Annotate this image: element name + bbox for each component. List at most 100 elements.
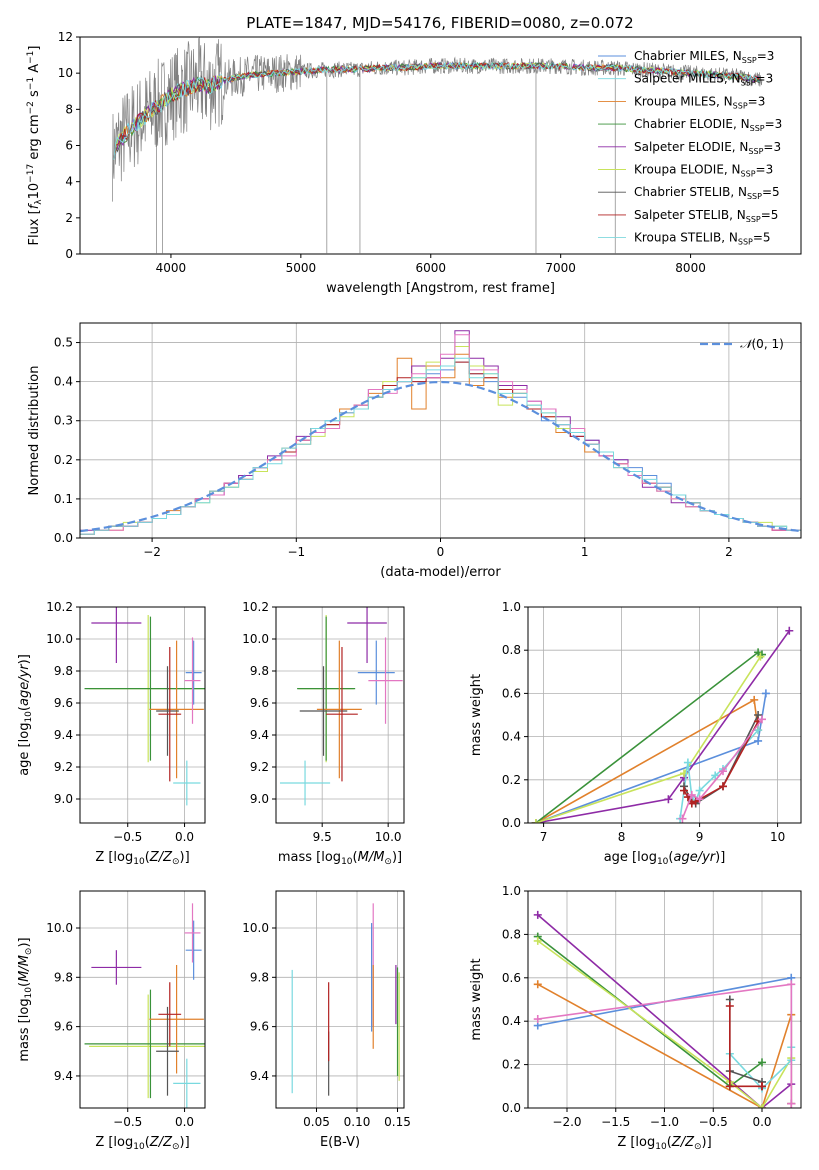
legend-label-name: Salpeter ELODIE, N	[634, 140, 748, 154]
label-part: age [log	[17, 723, 32, 776]
x-tick-label: 0.0	[752, 1115, 771, 1129]
legend-label-value: =3	[763, 140, 781, 154]
y-tick-label: 0.3	[54, 414, 73, 428]
x-tick-label: −1.5	[601, 1115, 630, 1129]
label-part: /	[697, 850, 704, 865]
label-part: 10	[24, 711, 34, 723]
legend-label-value: =3	[756, 72, 774, 86]
label-part: /	[680, 1135, 687, 1150]
label-part: Z	[149, 1135, 160, 1150]
plot-area	[80, 330, 801, 538]
label-part: 10	[133, 1142, 145, 1152]
y-tick-label: 10.0	[46, 632, 73, 646]
label-part: age [log	[604, 850, 657, 865]
panel-mass_weight_vs_Z: −2.0 −1.5 −1.0 −0.5 0.0 0.0 0.2 0.4 0.6 0.8 1.0 Z […	[469, 884, 802, 1152]
label-part: mass weight	[469, 958, 484, 1040]
y-tick-label: 9.2	[250, 760, 269, 774]
y-tick-label: 9.8	[250, 970, 269, 984]
label-part: wavelength [Angstrom, rest frame]	[326, 281, 555, 296]
y-tick-label: 10.0	[242, 632, 269, 646]
plus-marker	[719, 767, 727, 776]
label-part: )]	[17, 937, 32, 947]
axes-frame	[275, 606, 405, 824]
y-tick-label: 12	[58, 30, 73, 44]
label-part: (	[17, 982, 32, 987]
legend-label-sub: SSP	[748, 147, 763, 156]
label-part: /	[158, 850, 165, 865]
label-part: Z	[684, 1135, 695, 1150]
plus-marker	[711, 771, 720, 780]
label-part: )]	[180, 1135, 190, 1150]
x-tick-label: 10	[770, 830, 785, 844]
errorbar-point	[184, 903, 201, 963]
legend-label-sub: SSP	[747, 192, 762, 201]
errorbar-point	[326, 647, 358, 782]
y-tick-label: 0.2	[54, 453, 73, 467]
legend-label-value: =3	[748, 94, 766, 108]
errorbar-point	[91, 950, 142, 985]
label-part: (0, 1)	[752, 337, 784, 351]
legend-label: Chabrier MILES, NSSP=3	[634, 49, 774, 65]
weight-line-5	[679, 729, 759, 819]
plus-marker	[533, 910, 542, 919]
plus-marker	[678, 814, 687, 823]
plus-marker	[758, 1082, 766, 1091]
legend-label-value: =3	[765, 117, 783, 131]
y-tick-label: 0.6	[502, 971, 521, 985]
label-part: −17	[26, 164, 36, 183]
y-tick-label: 9.8	[250, 664, 269, 678]
errorbar-point	[279, 760, 331, 806]
y-tick-label: 9.8	[54, 970, 73, 984]
plot-area	[533, 910, 796, 1108]
legend-label-sub: SSP	[746, 215, 761, 224]
plot-area	[84, 903, 205, 1108]
axes-frame	[275, 890, 405, 1109]
legend-label-sub: SSP	[741, 170, 756, 179]
plot-area	[112, 37, 763, 254]
y-tick-label: 9.0	[54, 792, 73, 806]
plus-marker	[680, 786, 688, 795]
legend-label: Kroupa ELODIE, NSSP=3	[634, 163, 773, 179]
y-axis-label: age [log10(age/yr)]	[17, 654, 34, 776]
x-tick-label: 0.05	[303, 1115, 330, 1129]
x-axis-label: Z [log10(Z/Z⊙)]	[617, 1135, 711, 1152]
errorbar-point	[173, 760, 201, 806]
y-tick-label: 0.2	[502, 1058, 521, 1072]
label-part: )]	[702, 1135, 712, 1150]
errorbar-point	[91, 607, 142, 663]
label-part: 10	[655, 1142, 667, 1152]
legend-label-name: Chabrier MILES, N	[634, 49, 742, 63]
plus-marker	[719, 782, 727, 791]
label-part: ⊙	[172, 857, 180, 867]
label-part: (	[353, 850, 358, 865]
y-axis-label: mass weight	[469, 674, 484, 756]
y-tick-label: 9.4	[54, 1069, 73, 1083]
plus-marker	[787, 1099, 796, 1108]
y-tick-label: 0.0	[502, 816, 521, 830]
x-tick-label: 8000	[675, 261, 706, 275]
weight-line-3	[535, 630, 790, 823]
x-tick-label: 9	[696, 830, 704, 844]
weight-line-6	[683, 714, 759, 805]
x-tick-label: 0.10	[344, 1115, 371, 1129]
errorbar-point	[156, 1006, 179, 1096]
y-tick-label: 10.2	[242, 600, 269, 614]
label-part: age	[673, 850, 697, 865]
x-tick-label: 7	[540, 830, 548, 844]
x-axis-label: mass [log10(M/M⊙)]	[278, 850, 402, 867]
label-part: M	[17, 955, 32, 966]
x-axis-label: (data-model)/error	[380, 565, 501, 580]
label-part: E(B-V)	[320, 1135, 360, 1150]
errorbar-point	[84, 616, 205, 761]
y-tick-label: 0.8	[502, 643, 521, 657]
y-tick-label: 8	[65, 102, 73, 116]
errorbar-point	[297, 616, 356, 761]
plus-marker	[664, 795, 673, 804]
label-part: (	[17, 706, 32, 711]
y-tick-label: 9.6	[54, 1020, 73, 1034]
errorbar-point	[357, 640, 395, 705]
legend-label-sub: SSP	[738, 238, 753, 247]
